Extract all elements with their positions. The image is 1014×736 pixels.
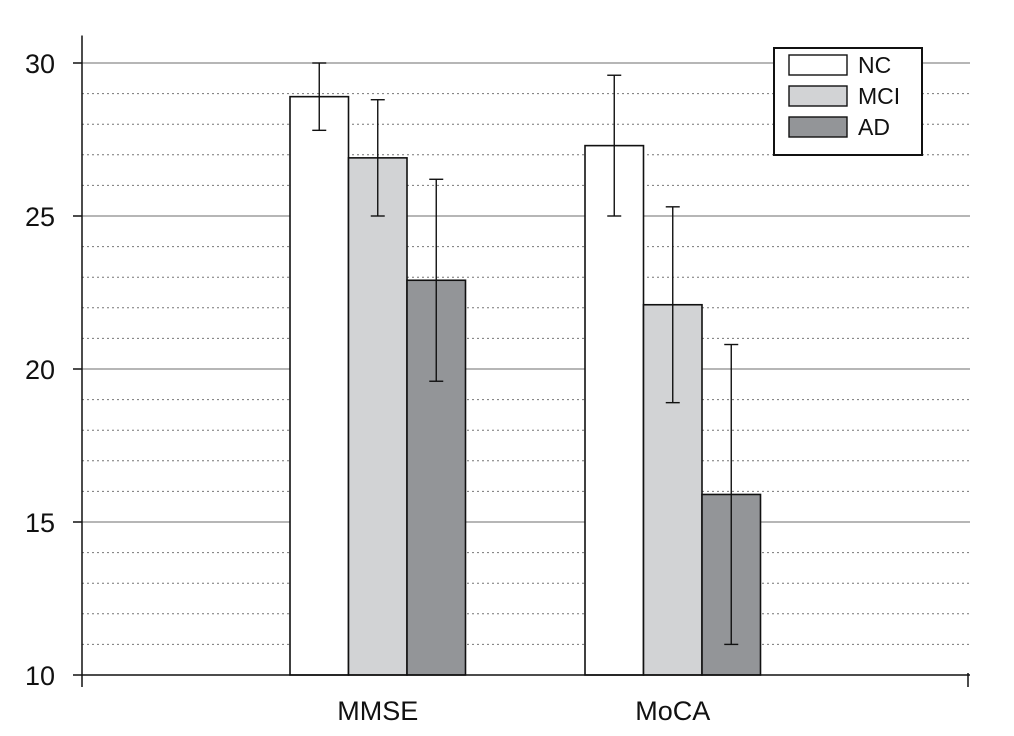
y-tick-label: 10 [25, 661, 55, 691]
x-category-label: MMSE [337, 696, 418, 726]
legend-label-ad: AD [858, 114, 890, 140]
legend-swatch-mci [788, 85, 848, 107]
bar-mci-mmse [347, 157, 408, 676]
legend-swatch-ad [788, 116, 848, 138]
bar-nc-moca [584, 144, 645, 676]
bars-group [289, 95, 762, 676]
error-bars-group [312, 62, 739, 646]
legend-label-nc: NC [858, 52, 891, 78]
y-tick-label: 25 [25, 202, 55, 232]
axes [73, 35, 970, 687]
legend-swatch-nc [788, 54, 848, 76]
y-tick-labels: 10 15 20 25 30 [25, 49, 55, 691]
legend-label-mci: MCI [858, 83, 900, 109]
legend: NC MCI AD [773, 47, 923, 156]
y-tick-label: 30 [25, 49, 55, 79]
y-tick-label: 15 [25, 508, 55, 538]
bar-nc-mmse [289, 95, 350, 676]
y-tick-label: 20 [25, 355, 55, 385]
x-category-label: MoCA [635, 696, 710, 726]
x-category-labels: MMSE MoCA [337, 696, 710, 726]
